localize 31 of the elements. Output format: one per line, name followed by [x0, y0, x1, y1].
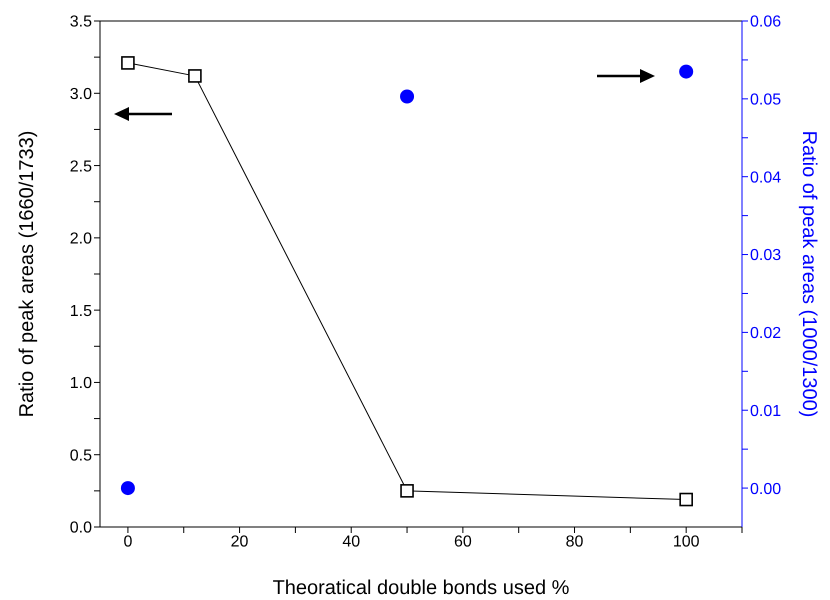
x-tick-label: 80	[566, 533, 584, 550]
x-tick-label: 0	[123, 533, 132, 550]
point	[679, 492, 693, 506]
point	[679, 64, 694, 79]
x-tick-label: 40	[342, 533, 360, 550]
y-tick-label: 1.0	[70, 375, 92, 392]
x-tick-label: 60	[454, 533, 472, 550]
y2-tick-label: 0.05	[750, 92, 782, 109]
y2-tick-label: 0.02	[750, 325, 782, 342]
y2-tick-label: 0.03	[750, 247, 782, 264]
x-tick-label: 100	[672, 533, 700, 550]
y2-tick-label: 0.06	[750, 14, 782, 31]
y-tick-label: 0.0	[70, 520, 92, 537]
point	[400, 90, 414, 104]
y-tick-label: 3.5	[70, 14, 92, 31]
y-tick-label: 2.5	[70, 158, 92, 176]
x-axis-title: Theoratical double bonds used %	[272, 577, 570, 599]
y-tick-label: 2.0	[70, 230, 92, 248]
point	[188, 69, 202, 83]
y2-tick-label: 0.04	[750, 169, 782, 186]
point	[121, 56, 135, 70]
y2-tick-label: 0.00	[750, 480, 782, 498]
point	[120, 481, 135, 496]
x-tick-label: 20	[230, 533, 249, 550]
y-tick-label: 1.5	[70, 302, 92, 320]
point	[400, 484, 414, 498]
y-tick-label: 3.0	[70, 86, 92, 103]
y-axis-title: Ratio of peak areas (1660/1733)	[16, 130, 38, 418]
y-tick-label: 0.5	[70, 447, 92, 464]
y2-axis-title: Ratio of peak areas (1000/1300)	[798, 130, 820, 418]
y2-tick-label: 0.01	[750, 402, 782, 420]
